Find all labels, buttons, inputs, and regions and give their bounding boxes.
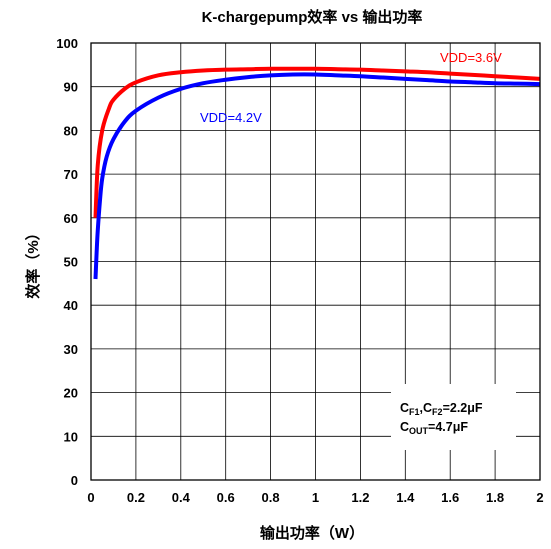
x-tick-label: 0.4 (172, 490, 191, 505)
capacitor-note-line-2: COUT=4.7μF (400, 420, 468, 436)
y-tick-label: 90 (64, 80, 78, 95)
capacitor-note-line-1: CF1,CF2=2.2μF (400, 401, 483, 417)
y-tick-label: 50 (64, 255, 78, 270)
x-axis-title: 输出功率（W） (260, 524, 364, 542)
series-label-vdd-3-6v: VDD=3.6V (440, 50, 502, 65)
x-tick-label: 0.8 (262, 490, 280, 505)
y-tick-label: 20 (64, 386, 78, 401)
y-axis-title: 效率（%） (24, 225, 42, 298)
x-tick-label: 2 (536, 490, 543, 505)
x-tick-label: 0.6 (217, 490, 235, 505)
x-tick-label: 0 (87, 490, 94, 505)
x-tick-label: 1.8 (486, 490, 504, 505)
y-tick-label: 10 (64, 429, 78, 444)
x-tick-label: 1.6 (441, 490, 459, 505)
x-tick-label: 1.2 (351, 490, 369, 505)
y-tick-label: 80 (64, 123, 78, 138)
x-tick-label: 1.4 (396, 490, 415, 505)
y-tick-label: 40 (64, 298, 78, 313)
series-line-vdd-3-6v (93, 66, 541, 218)
y-tick-label: 30 (64, 342, 78, 357)
series-label-vdd-4-2v: VDD=4.2V (200, 110, 262, 125)
chart-title: K-chargepump效率 vs 输出功率 (202, 8, 423, 26)
y-tick-label: 60 (64, 211, 78, 226)
y-tick-label: 70 (64, 167, 78, 182)
capacitor-note: CF1,CF2=2.2μF COUT=4.7μF (391, 384, 516, 450)
tick-labels: 0 0.2 0.4 0.6 0.8 1 1.2 1.4 1.6 1.8 20102030405060… (56, 36, 543, 505)
series-layer (93, 66, 541, 280)
x-tick-label: 1 (312, 490, 319, 505)
y-tick-label: 100 (56, 36, 78, 51)
y-tick-label: 0 (71, 473, 78, 488)
x-tick-label: 0.2 (127, 490, 145, 505)
series-line-vdd-4-2v (93, 72, 541, 280)
plot-frame (90, 42, 541, 481)
capacitor-note-box (391, 384, 516, 450)
